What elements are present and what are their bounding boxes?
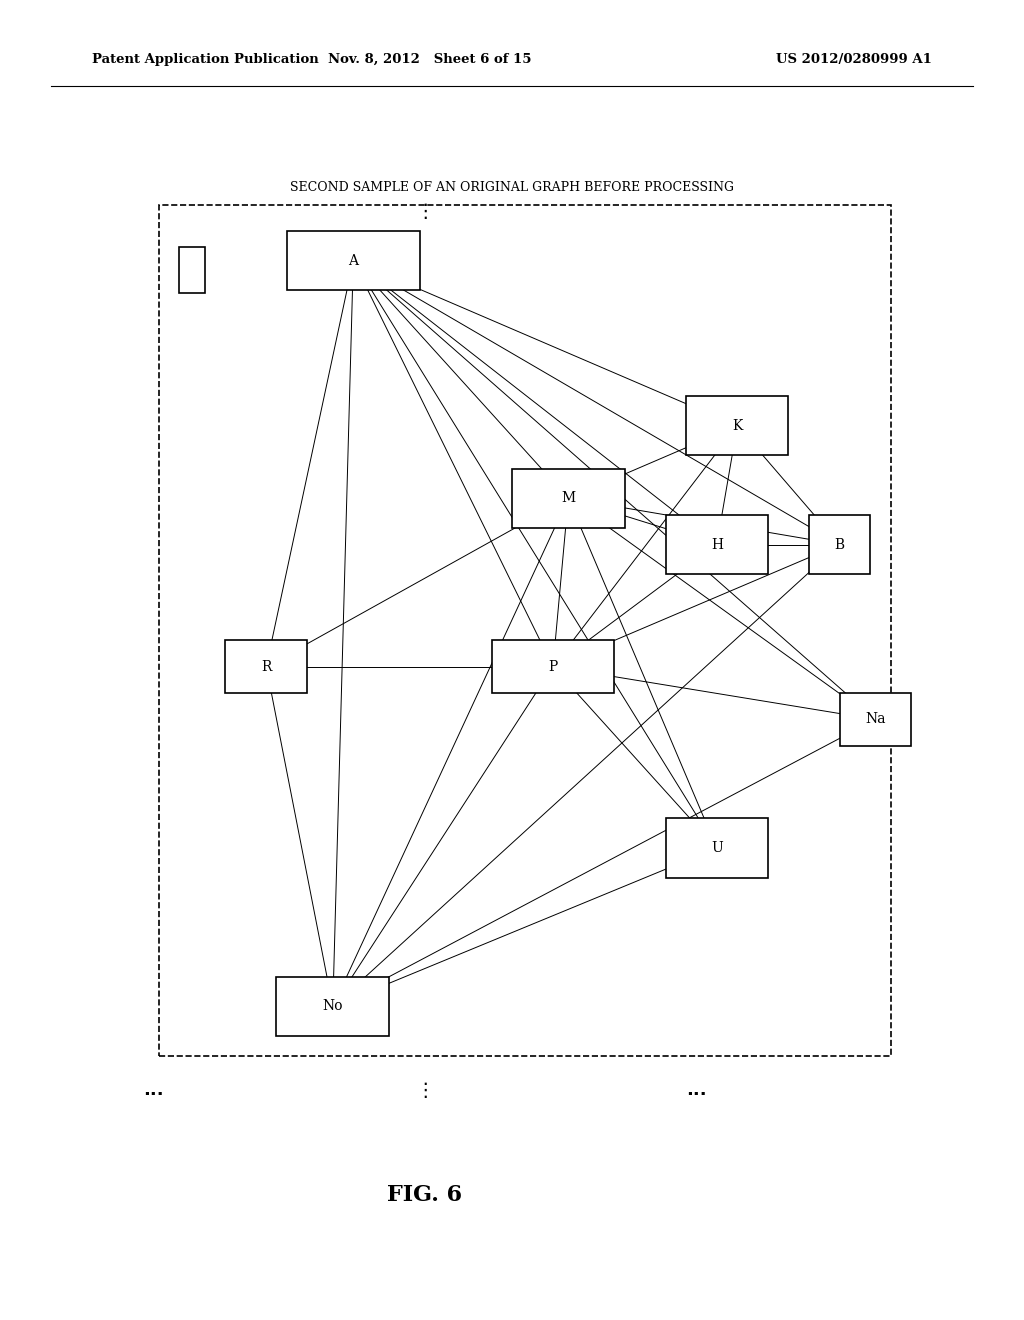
FancyBboxPatch shape: [287, 231, 420, 290]
Text: Na: Na: [865, 713, 886, 726]
Text: K: K: [732, 418, 742, 433]
Text: SECOND SAMPLE OF AN ORIGINAL GRAPH BEFORE PROCESSING: SECOND SAMPLE OF AN ORIGINAL GRAPH BEFOR…: [290, 181, 734, 194]
Text: ⋮: ⋮: [415, 202, 435, 220]
FancyBboxPatch shape: [276, 977, 389, 1036]
FancyBboxPatch shape: [840, 693, 911, 746]
FancyBboxPatch shape: [666, 818, 768, 878]
FancyBboxPatch shape: [492, 640, 614, 693]
Text: ...: ...: [686, 1081, 707, 1100]
Text: U: U: [711, 841, 723, 855]
Text: P: P: [548, 660, 558, 673]
Text: R: R: [261, 660, 271, 673]
Text: B: B: [835, 537, 845, 552]
Text: No: No: [323, 999, 343, 1014]
Text: US 2012/0280999 A1: US 2012/0280999 A1: [776, 53, 932, 66]
Text: FIG. 6: FIG. 6: [387, 1184, 463, 1205]
FancyBboxPatch shape: [809, 515, 870, 574]
FancyBboxPatch shape: [225, 640, 307, 693]
FancyBboxPatch shape: [686, 396, 788, 455]
Text: ...: ...: [143, 1081, 164, 1100]
Bar: [159, 205, 891, 1056]
Text: H: H: [711, 537, 723, 552]
Text: Patent Application Publication: Patent Application Publication: [92, 53, 318, 66]
Text: A: A: [348, 253, 358, 268]
FancyBboxPatch shape: [666, 515, 768, 574]
Text: M: M: [561, 491, 575, 506]
Text: Nov. 8, 2012   Sheet 6 of 15: Nov. 8, 2012 Sheet 6 of 15: [329, 53, 531, 66]
Text: ⋮: ⋮: [415, 1081, 435, 1100]
FancyBboxPatch shape: [512, 469, 625, 528]
Bar: [179, 247, 205, 293]
